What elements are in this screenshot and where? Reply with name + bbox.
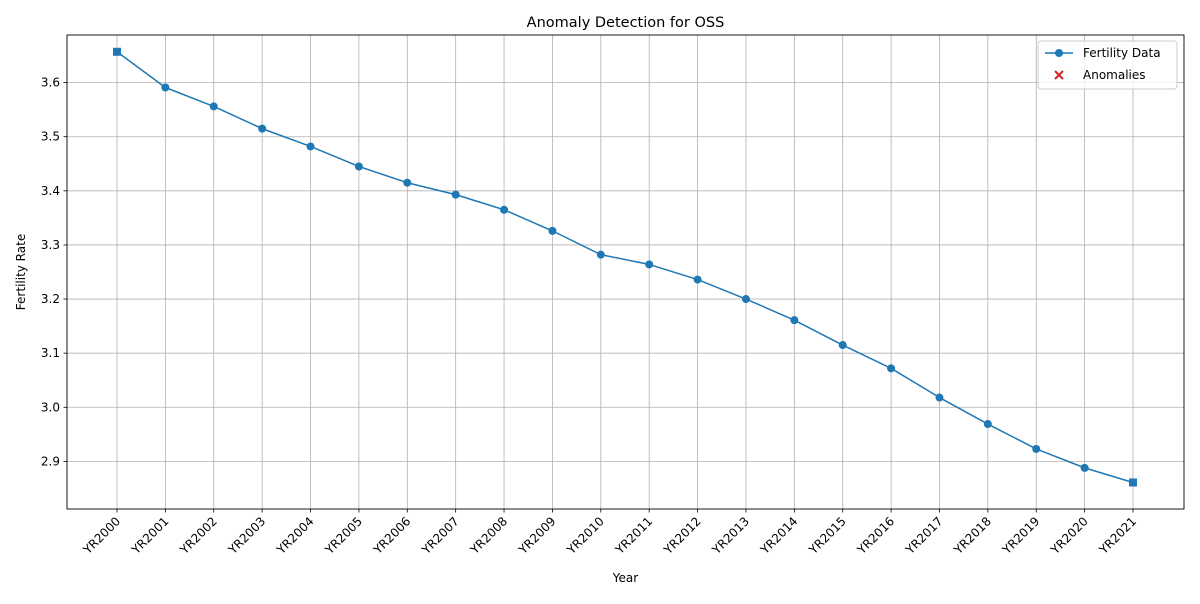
legend: Fertility Data Anomalies [1037,40,1178,90]
data-point [161,83,170,92]
legend-label-anomalies: Anomalies [1083,68,1146,82]
grid [67,35,1184,509]
data-point [1080,463,1089,472]
legend-x-marker [1054,70,1064,80]
y-tick-label: 3.4 [41,184,60,198]
data-point [258,124,267,133]
y-tick-label: 3.5 [41,130,60,144]
y-tick-label: 3.3 [41,238,60,252]
data-point [693,275,702,284]
data-point [548,226,557,235]
data-point [838,341,847,350]
data-point [403,178,412,187]
series [113,47,1137,487]
data-point [306,142,315,151]
data-point [887,364,896,373]
y-tick-label: 3.1 [41,346,60,360]
data-point [645,260,654,269]
data-point [741,295,750,304]
data-point-square [1129,478,1137,487]
y-axis-title: Fertility Rate [14,234,28,310]
data-point-square [113,47,121,56]
chart-title: Anomaly Detection for OSS [527,15,725,31]
series-line-fertility [116,51,1134,484]
data-point [935,393,944,402]
plot-area-frame [66,34,1185,510]
data-point [596,250,605,259]
y-tick-label: 3.0 [41,400,60,414]
data-point [1032,444,1041,453]
legend-circle-marker [1055,49,1063,57]
x-axis-title: Year [612,571,638,585]
data-point [354,162,363,171]
data-point [500,205,509,214]
data-point [790,316,799,325]
data-point [451,190,460,199]
y-tick-label: 3.6 [41,76,60,90]
y-tick-label: 2.9 [41,454,60,468]
data-point [983,420,992,429]
data-point [209,102,218,111]
y-tick-label: 3.2 [41,292,60,306]
legend-label-fertility: Fertility Data [1083,46,1161,60]
